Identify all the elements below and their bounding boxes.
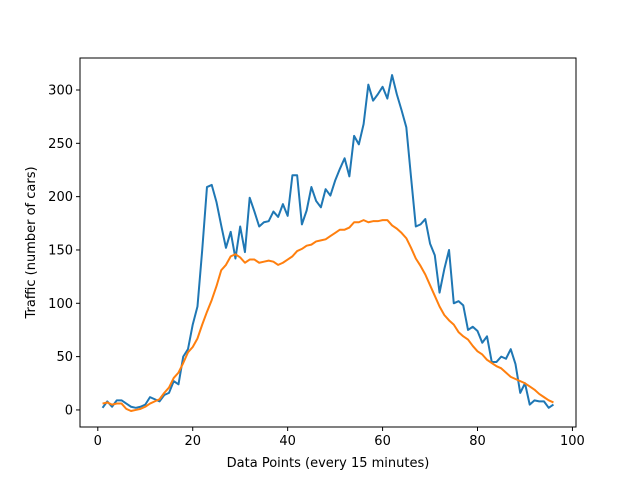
y-axis: 0 50 100 150 200 250 300 <box>48 83 80 418</box>
x-tick-label: 60 <box>374 434 391 449</box>
series-lines <box>101 74 555 412</box>
x-tick-label: 20 <box>184 434 201 449</box>
series-line-2 <box>102 219 554 412</box>
y-tick-label: 200 <box>48 190 73 205</box>
x-tick-label: 80 <box>469 434 486 449</box>
plot-frame <box>79 57 577 428</box>
y-tick-label: 50 <box>56 350 73 365</box>
x-tick-label: 100 <box>560 434 585 449</box>
y-tick-label: 100 <box>48 297 73 312</box>
y-tick-label: 250 <box>48 137 73 152</box>
x-axis-label: Data Points (every 15 minutes) <box>227 456 430 471</box>
y-tick-label: 150 <box>48 243 73 258</box>
y-tick-label: 0 <box>65 403 73 418</box>
x-tick-label: 0 <box>94 434 102 449</box>
x-axis: 0 20 40 60 80 100 <box>94 427 585 449</box>
y-tick-label: 300 <box>48 83 73 98</box>
series-line-1 <box>101 74 555 409</box>
y-axis-label: Traffic (number of cars) <box>24 166 39 319</box>
x-tick-label: 40 <box>279 434 296 449</box>
